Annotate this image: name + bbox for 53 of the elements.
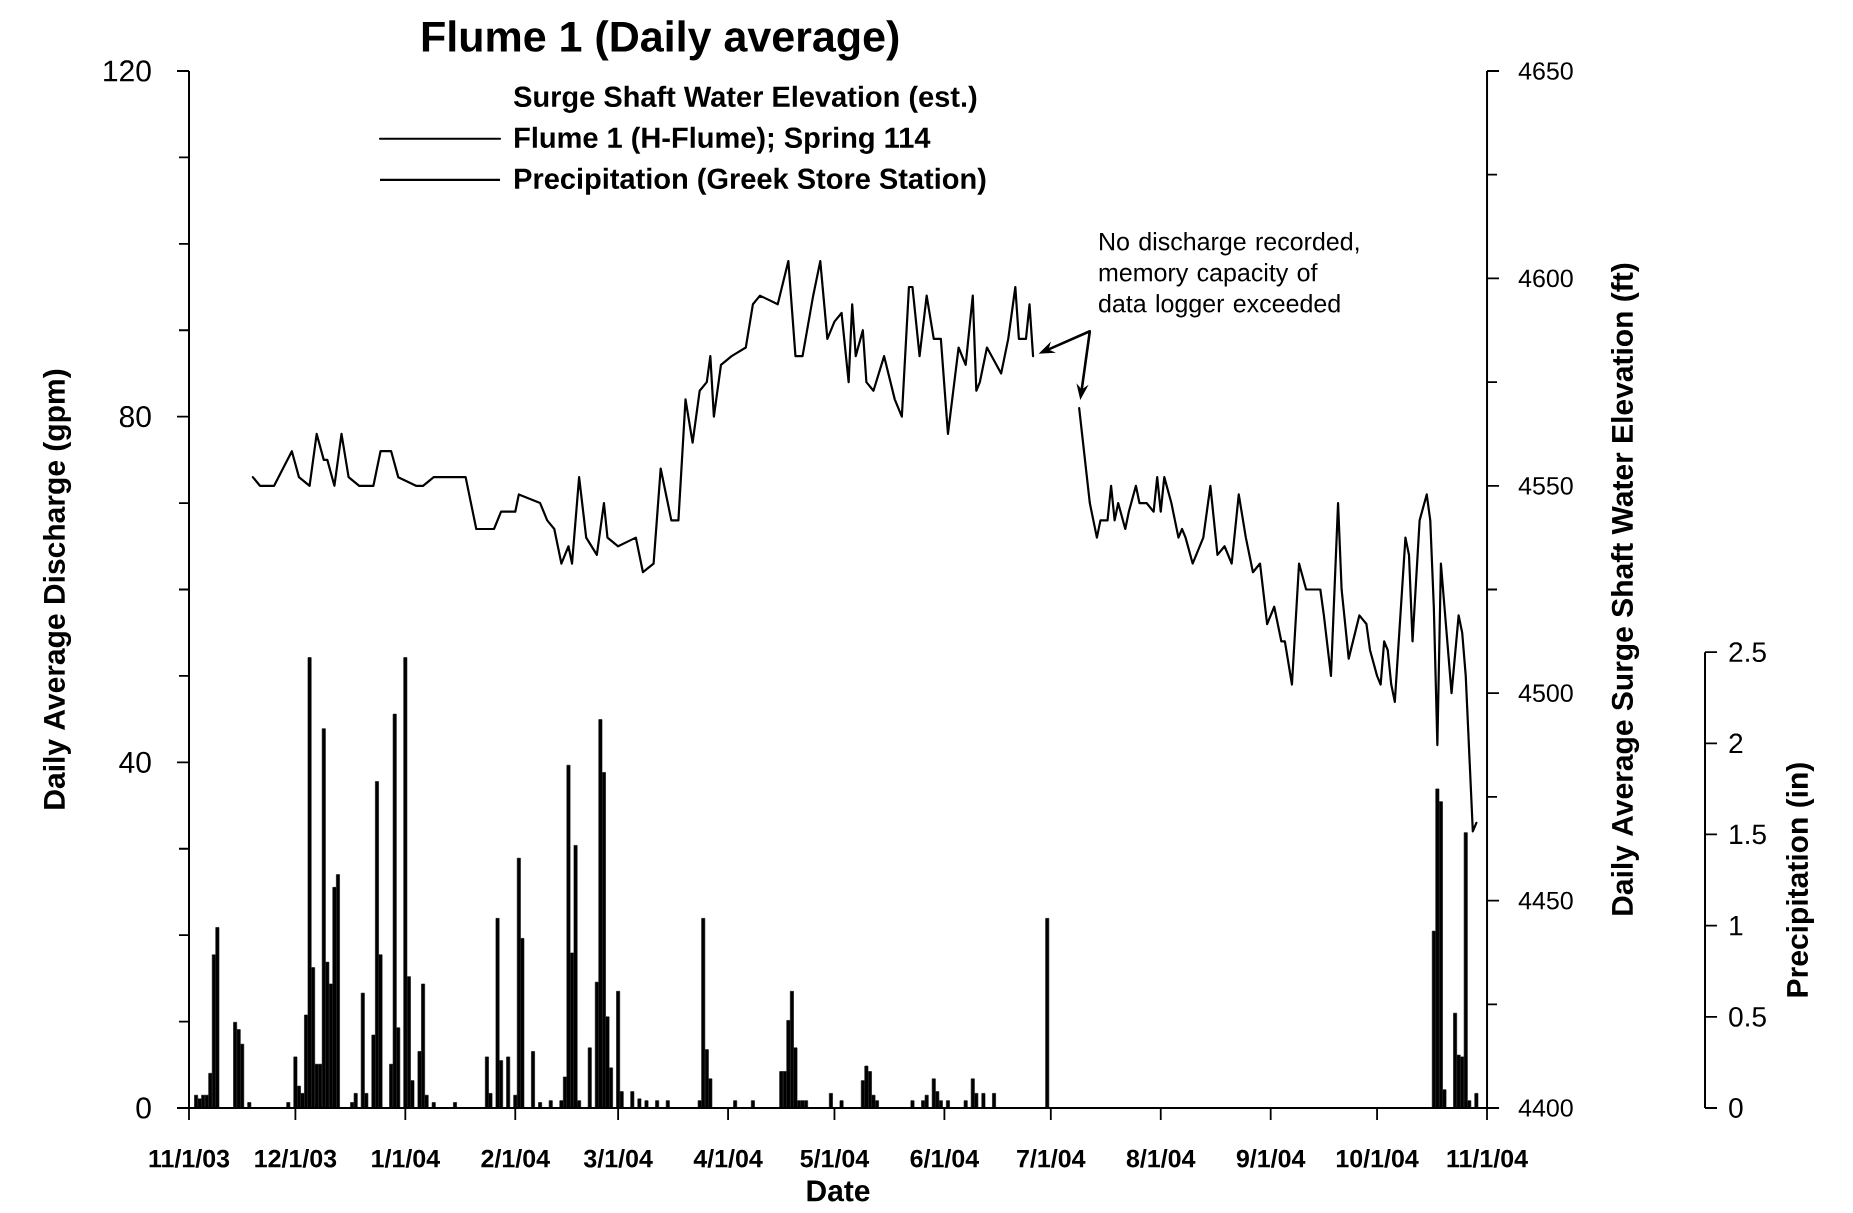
y-tick-label: 0 bbox=[136, 1097, 151, 1119]
legend-label: Flume 1 (H-Flume); Spring 114 bbox=[515, 126, 931, 154]
bar bbox=[598, 719, 603, 1109]
y2-tick-label: 4650 bbox=[1518, 62, 1573, 80]
bar bbox=[1463, 832, 1468, 1109]
x-tick-label: 12/1/03 bbox=[255, 1149, 337, 1168]
y3-axis-title: Precipitation (in) bbox=[1786, 763, 1814, 997]
y3-tick-label: 2.5 bbox=[1729, 642, 1766, 663]
bar bbox=[375, 781, 379, 1109]
bar bbox=[307, 657, 312, 1109]
x-tick-label: 9/1/04 bbox=[1236, 1149, 1306, 1168]
y2-tick-label: 4450 bbox=[1518, 891, 1573, 910]
y2-tick-label: 4550 bbox=[1518, 476, 1573, 495]
y3-tick-label: 2 bbox=[1729, 733, 1743, 754]
bar bbox=[392, 713, 397, 1109]
y2-axis-title: Daily Average Surge Shaft Water Elevation (ft) bbox=[1610, 263, 1640, 915]
bar bbox=[566, 764, 571, 1109]
y-tick-label: 40 bbox=[119, 751, 151, 773]
y-tick-label: 120 bbox=[104, 60, 151, 82]
y3-tick-label: 0 bbox=[1729, 1098, 1743, 1118]
y-axis-title: Daily Average Discharge (gpm) bbox=[42, 369, 72, 809]
y2-tick-label: 4600 bbox=[1518, 269, 1573, 288]
x-tick-label: 2/1/04 bbox=[481, 1149, 550, 1168]
bar bbox=[1435, 788, 1440, 1109]
bar bbox=[197, 1098, 202, 1109]
x-axis-title: Date bbox=[807, 1180, 870, 1202]
bar bbox=[321, 728, 326, 1109]
legend-label: Precipitation (Greek Store Station) bbox=[515, 167, 986, 195]
bar bbox=[800, 1100, 805, 1109]
bar bbox=[701, 918, 706, 1109]
annotation: No discharge recorded, memory capacity of data logger exceeded bbox=[1099, 232, 1359, 318]
bar bbox=[421, 983, 425, 1109]
x-tick-label: 11/1/03 bbox=[149, 1149, 230, 1168]
x-tick-label: 1/1/04 bbox=[372, 1149, 440, 1168]
x-tick-label: 10/1/04 bbox=[1336, 1149, 1419, 1168]
y3-tick-label: 0.5 bbox=[1729, 1006, 1766, 1027]
bar bbox=[573, 845, 578, 1109]
y2-tick-label: 4500 bbox=[1518, 684, 1573, 703]
y3-tick-label: 1 bbox=[1730, 916, 1743, 936]
chart-title: Flume 1 (Daily average) bbox=[422, 20, 899, 61]
x-tick-label: 8/1/04 bbox=[1126, 1149, 1196, 1168]
y3-tick-label: 1.5 bbox=[1730, 824, 1766, 845]
x-tick-label: 4/1/04 bbox=[693, 1149, 763, 1168]
y-tick-label: 80 bbox=[119, 406, 151, 428]
legend-title: Surge Shaft Water Elevation (est.) bbox=[513, 85, 977, 113]
x-tick-label: 7/1/04 bbox=[1017, 1149, 1086, 1168]
x-tick-label: 6/1/04 bbox=[910, 1149, 980, 1168]
y2-tick-label: 4400 bbox=[1518, 1099, 1573, 1117]
x-tick-label: 5/1/04 bbox=[800, 1149, 870, 1168]
x-tick-label: 11/1/04 bbox=[1447, 1149, 1528, 1168]
bar bbox=[864, 1065, 869, 1109]
bar bbox=[790, 990, 794, 1109]
x-tick-label: 3/1/04 bbox=[583, 1149, 653, 1168]
